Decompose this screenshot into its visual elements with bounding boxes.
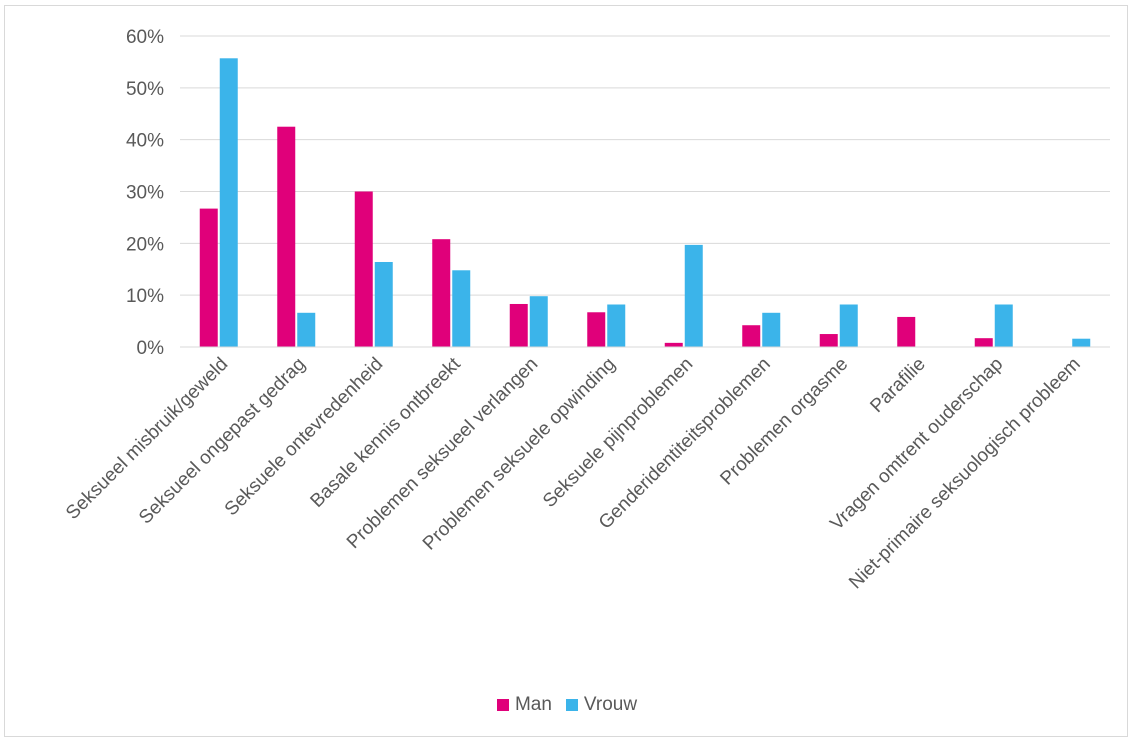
- bar-man-9: [819, 334, 838, 347]
- bar-vrouw-4: [452, 270, 471, 347]
- bars: [199, 58, 1091, 348]
- bar-man-3: [354, 191, 373, 347]
- x-category-label: Seksueel misbruik/geweld: [62, 354, 232, 524]
- chart-frame: [4, 5, 1128, 737]
- bar-man-1: [199, 208, 218, 347]
- bar-vrouw-11: [994, 304, 1013, 347]
- x-category-label: Seksuele pijnproblemen: [539, 354, 697, 512]
- bar-man-10: [897, 316, 916, 347]
- bar-vrouw-3: [374, 261, 393, 347]
- y-tick-label: 40%: [126, 131, 164, 152]
- y-tick-label: 50%: [126, 79, 164, 100]
- bar-vrouw-6: [607, 304, 626, 347]
- legend-label-vrouw: Vrouw: [583, 694, 638, 715]
- bar-man-6: [587, 312, 606, 347]
- legend-swatch-man: [496, 699, 509, 711]
- y-tick-label: 0%: [137, 338, 165, 359]
- bar-vrouw-1: [219, 58, 238, 348]
- bar-vrouw-5: [529, 296, 548, 347]
- bar-vrouw-2: [297, 312, 316, 347]
- bar-vrouw-8: [762, 312, 781, 347]
- bar-man-11: [974, 338, 993, 347]
- legend-item-man: Man: [496, 694, 552, 716]
- bar-man-8: [742, 325, 761, 347]
- legend-swatch-vrouw: [565, 699, 578, 711]
- bar-man-2: [277, 126, 296, 347]
- bar-vrouw-7: [684, 244, 703, 347]
- y-tick-label: 10%: [126, 286, 164, 307]
- bar-man-4: [432, 239, 451, 347]
- legend-label-man: Man: [514, 694, 552, 715]
- legend-item-vrouw: Vrouw: [565, 694, 638, 716]
- y-axis-tick-labels: 0% 10% 20% 30% 40% 50% 60%: [126, 27, 164, 359]
- x-category-label: Basale kennis ontbreekt: [307, 353, 466, 512]
- y-tick-label: 30%: [126, 183, 164, 204]
- y-tick-label: 60%: [126, 27, 164, 48]
- x-category-label: Seksuele ontevredenheid: [221, 354, 387, 520]
- y-tick-label: 20%: [126, 234, 164, 255]
- x-category-label: Parafilie: [866, 354, 929, 417]
- bar-man-5: [509, 303, 528, 347]
- legend: Man Vrouw: [0, 694, 1134, 716]
- bar-man-7: [664, 342, 683, 347]
- x-category-label: Problemen orgasme: [716, 354, 852, 490]
- bar-vrouw-12: [1072, 338, 1091, 347]
- x-category-label: Seksueel ongepast gedrag: [135, 354, 310, 529]
- bar-vrouw-9: [839, 304, 858, 347]
- gridlines: [180, 35, 1110, 296]
